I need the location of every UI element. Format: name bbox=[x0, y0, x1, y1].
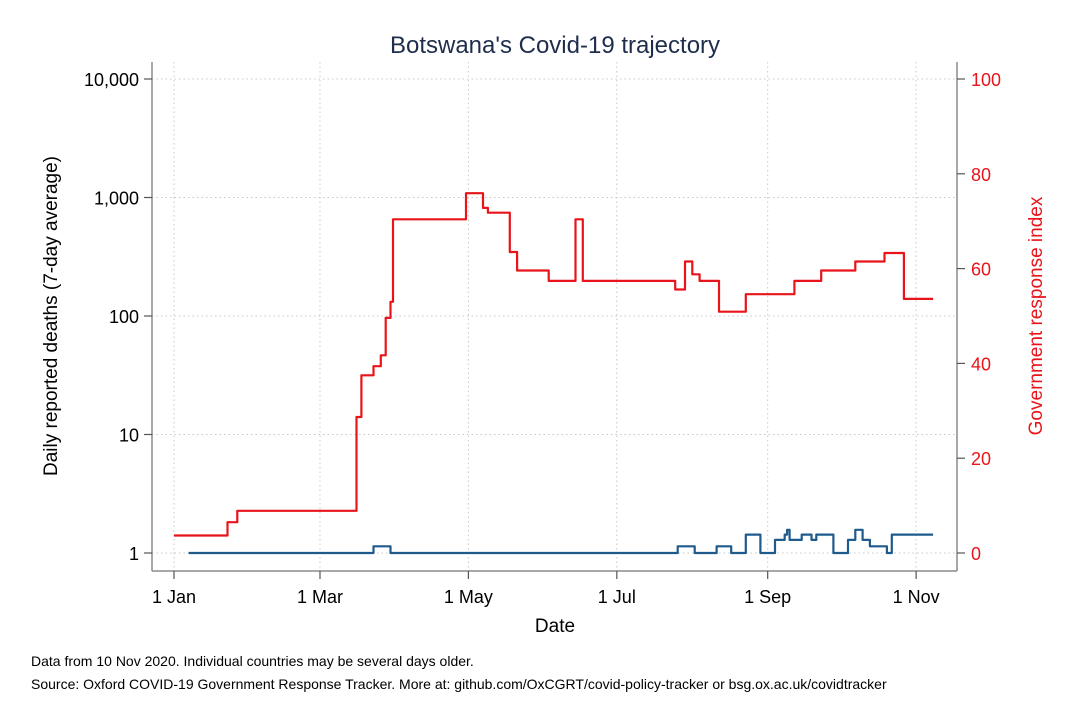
x-tick-label: 1 May bbox=[444, 587, 493, 607]
gridlines bbox=[152, 62, 957, 571]
note-source: Source: Oxford COVID-19 Government Respo… bbox=[31, 676, 887, 692]
y-left-tick-label: 10,000 bbox=[84, 70, 139, 90]
series-lines bbox=[174, 192, 934, 555]
x-tick-label: 1 Jan bbox=[152, 587, 196, 607]
y-right-tick-label: 100 bbox=[971, 70, 1001, 90]
x-tick-label: 1 Nov bbox=[893, 587, 940, 607]
y-right-tick-label: 60 bbox=[971, 260, 991, 280]
y-axis-title-right: Government response index bbox=[1026, 196, 1047, 435]
y-left-tick-label: 1,000 bbox=[94, 189, 139, 209]
axis-ticks: 1 10 100 1,000 10,000 0 20 40 60 80 100 1 Jan 1 Mar 1… bbox=[84, 70, 1001, 607]
y-right-tick-label: 0 bbox=[971, 544, 981, 564]
note-data-date: Data from 10 Nov 2020. Individual countr… bbox=[31, 653, 474, 669]
y-right-tick-label: 40 bbox=[971, 354, 991, 374]
x-axis-title: Date bbox=[535, 616, 575, 637]
y-left-tick-label: 10 bbox=[119, 426, 139, 446]
y-left-tick-label: 1 bbox=[129, 544, 139, 564]
x-tick-label: 1 Mar bbox=[297, 587, 343, 607]
y-right-tick-label: 20 bbox=[971, 449, 991, 469]
series-line-daily-deaths bbox=[188, 528, 934, 555]
y-axis-title-left: Daily reported deaths (7-day average) bbox=[41, 156, 62, 476]
x-tick-label: 1 Jul bbox=[598, 587, 636, 607]
series-line-government-response-index bbox=[174, 192, 934, 537]
y-right-tick-label: 80 bbox=[971, 165, 991, 185]
x-tick-label: 1 Sep bbox=[744, 587, 791, 607]
chart-title: Botswana's Covid-19 trajectory bbox=[390, 32, 720, 59]
y-left-tick-label: 100 bbox=[109, 307, 139, 327]
